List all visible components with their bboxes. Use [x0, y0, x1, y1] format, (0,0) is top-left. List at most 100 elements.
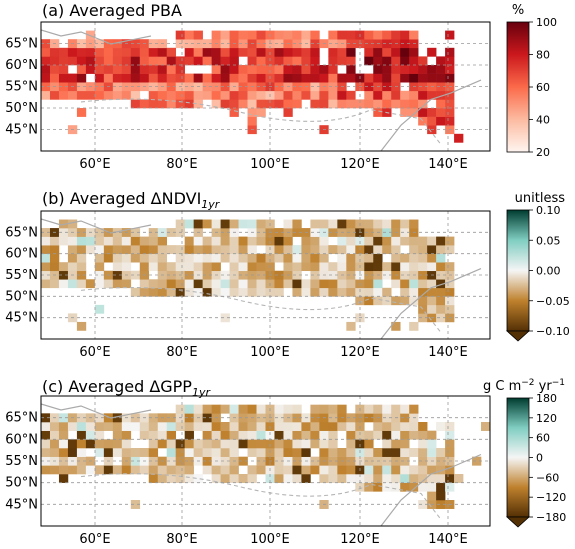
- heatmap-cell: [427, 108, 437, 117]
- heatmap-cell: [175, 90, 185, 100]
- heatmap-cell: [301, 422, 311, 431]
- colorbar-tick-label: 0.00: [536, 265, 561, 278]
- heatmap-cell: [400, 47, 410, 57]
- colorbar-tick-label: 60: [536, 81, 550, 94]
- heatmap-cell: [382, 430, 392, 440]
- heatmap-cell: [346, 47, 356, 57]
- heatmap-cell: [400, 474, 410, 483]
- heatmap-cell: [220, 30, 230, 40]
- heatmap-cell: [319, 219, 329, 229]
- heatmap-cell: [310, 219, 320, 229]
- heatmap-cell: [41, 448, 51, 457]
- heatmap-cell: [157, 430, 168, 440]
- heatmap-cell: [445, 296, 455, 306]
- heatmap-cell: [175, 422, 185, 431]
- heatmap-cell: [337, 253, 347, 263]
- heatmap-cell: [67, 236, 78, 246]
- heatmap-cell: [436, 90, 446, 100]
- heatmap-cell: [346, 228, 356, 237]
- heatmap-cell: [220, 99, 230, 109]
- heatmap-cell: [148, 474, 159, 483]
- heatmap-cell: [274, 270, 284, 280]
- heatmap-cell: [202, 465, 212, 475]
- heatmap-cell: [292, 30, 302, 40]
- heatmap-cell: [418, 482, 428, 492]
- heatmap-cell: [400, 228, 410, 237]
- heatmap-cell: [400, 404, 410, 414]
- heatmap-cell: [157, 56, 168, 66]
- heatmap-cell: [418, 245, 428, 254]
- heatmap-cell: [292, 47, 302, 57]
- heatmap-cell: [418, 439, 428, 449]
- heatmap-cell: [157, 287, 168, 297]
- heatmap-cell: [85, 422, 96, 431]
- heatmap-cell: [256, 99, 266, 109]
- heatmap-cell: [229, 65, 239, 74]
- heatmap-cell: [382, 439, 392, 449]
- heatmap-cell: [364, 456, 374, 466]
- heatmap-cell: [337, 47, 347, 57]
- heatmap-cell: [94, 253, 105, 263]
- heatmap-cell: [85, 279, 96, 289]
- heatmap-cell: [220, 270, 230, 280]
- heatmap-cell: [319, 73, 329, 83]
- heatmap-cell: [301, 474, 311, 483]
- heatmap-cell: [112, 413, 123, 423]
- heatmap-cell: [193, 30, 203, 40]
- heatmap-cell: [310, 279, 320, 289]
- heatmap-cell: [337, 30, 347, 40]
- heatmap-cell: [283, 90, 293, 100]
- colorbar-tick-label: 120: [536, 412, 557, 425]
- heatmap-cell: [121, 465, 132, 475]
- heatmap-cell: [202, 456, 212, 466]
- heatmap-cell: [76, 47, 87, 57]
- heatmap-cell: [220, 448, 230, 457]
- heatmap-cell: [310, 245, 320, 254]
- heatmap-cell: [193, 56, 203, 66]
- heatmap-cell: [166, 82, 176, 92]
- heatmap-cell: [130, 47, 141, 57]
- heatmap-cell: [202, 404, 212, 414]
- heatmap-cell: [247, 90, 257, 100]
- heatmap-cell: [418, 287, 428, 297]
- heatmap-cell: [211, 474, 221, 483]
- heatmap-cell: [76, 73, 87, 83]
- heatmap-cell: [211, 279, 221, 289]
- heatmap-cell: [364, 39, 374, 49]
- heatmap-cell: [409, 73, 419, 83]
- heatmap-cell: [418, 313, 428, 323]
- heatmap-cell: [391, 422, 401, 431]
- heatmap-cell: [166, 56, 176, 66]
- heatmap-cell: [274, 456, 284, 466]
- heatmap-cell: [139, 448, 150, 457]
- heatmap-cell: [247, 430, 257, 440]
- heatmap-cell: [41, 73, 51, 83]
- heatmap-cell: [355, 474, 365, 483]
- y-tick-label: 65°N: [5, 411, 38, 426]
- heatmap-cell: [58, 413, 69, 423]
- heatmap-cell: [247, 47, 257, 57]
- x-tick-label: 60°E: [79, 532, 110, 547]
- heatmap-cell: [202, 245, 212, 254]
- heatmap-cell: [41, 465, 51, 475]
- heatmap-cell: [211, 430, 221, 440]
- heatmap-cell: [148, 47, 159, 57]
- heatmap-cell: [139, 253, 150, 263]
- heatmap-cell: [41, 439, 51, 449]
- heatmap-cell: [130, 287, 141, 297]
- axes-frame: [40, 395, 491, 527]
- heatmap-cell: [157, 465, 168, 475]
- heatmap-cell: [41, 253, 51, 263]
- heatmap-cell: [85, 90, 96, 100]
- heatmap-cell: [292, 65, 302, 74]
- heatmap-cell: [175, 474, 185, 483]
- heatmap-cell: [364, 30, 374, 40]
- heatmap-cell: [49, 439, 60, 449]
- heatmap-cell: [184, 422, 194, 431]
- colorbar-tick-label: −0.05: [536, 295, 570, 308]
- heatmap-cell: [382, 39, 392, 49]
- panel-title: (b) Averaged ΔNDVI1yr: [42, 189, 221, 211]
- heatmap-cell: [265, 430, 275, 440]
- heatmap-cell: [85, 30, 96, 40]
- heatmap-cell: [184, 39, 194, 49]
